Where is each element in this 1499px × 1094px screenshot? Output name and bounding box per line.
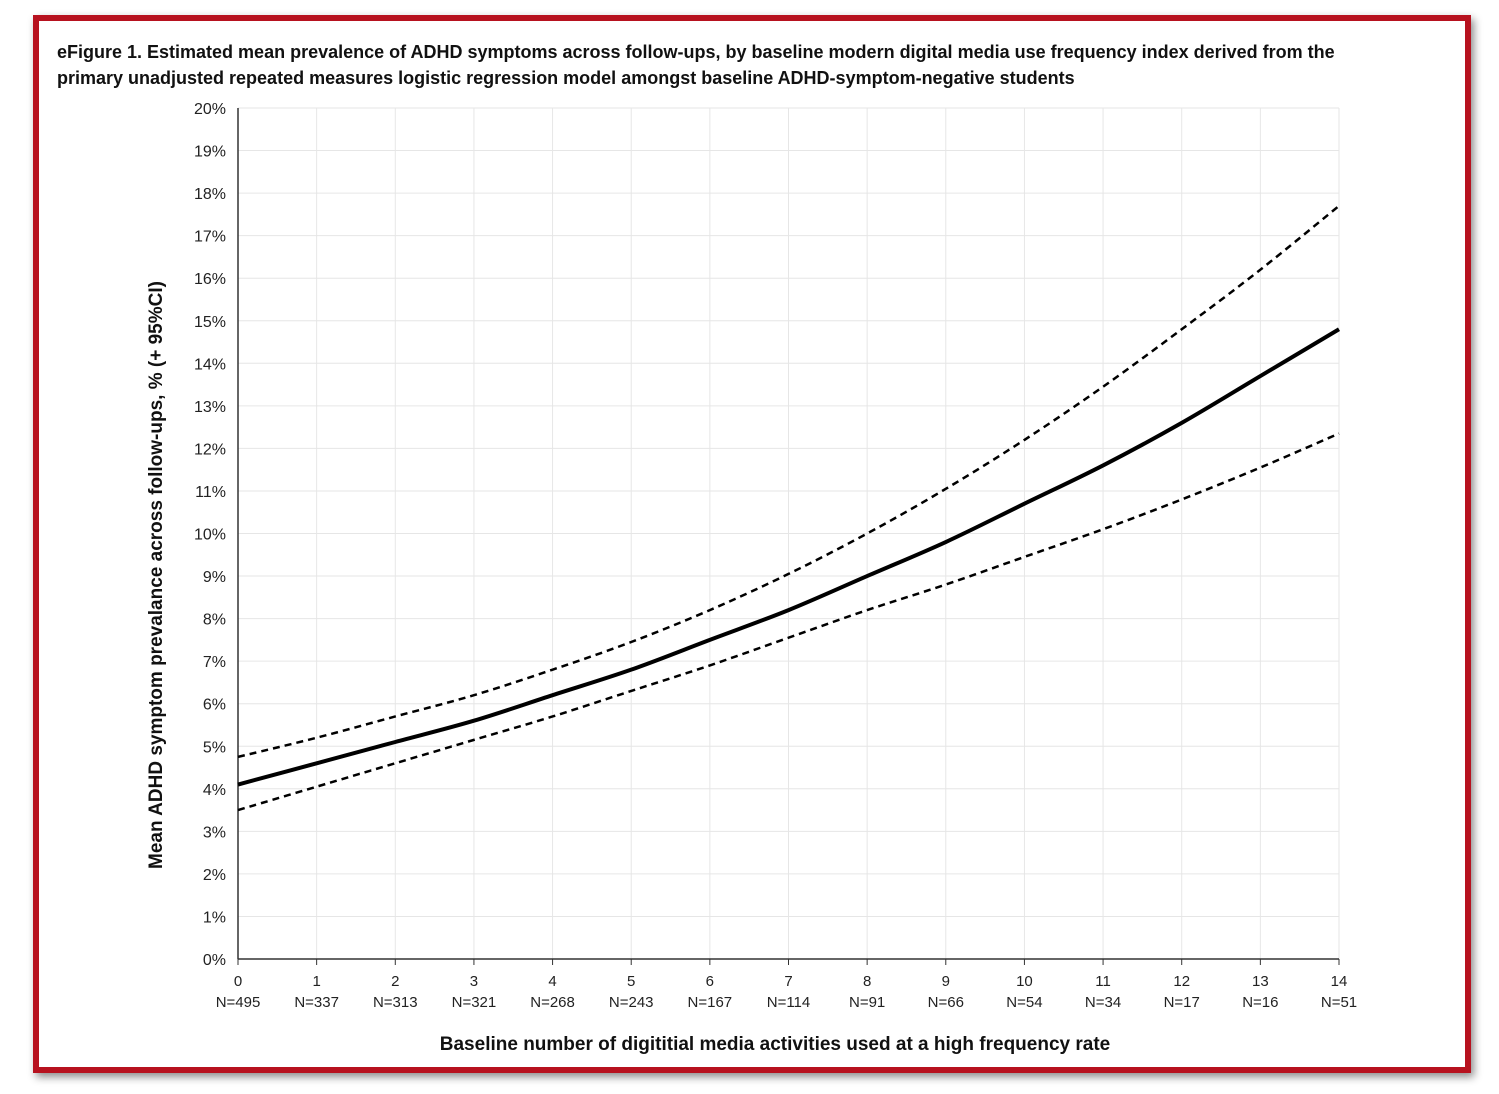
x-tick-label: 13 [1252,973,1269,990]
y-tick-label: 7% [203,654,226,671]
figure-title-line-1: eFigure 1. Estimated mean prevalence of … [57,42,1335,62]
x-tick-sublabel: N=337 [294,994,339,1011]
x-tick-label: 11 [1095,973,1111,990]
y-tick-label: 3% [203,824,226,841]
y-tick-label: 0% [203,952,226,969]
x-tick-sublabel: N=54 [1006,994,1042,1011]
y-tick-label: 10% [194,527,226,544]
x-tick-sublabel: N=268 [530,994,575,1011]
x-tick-label: 5 [627,973,635,990]
x-tick-label: 8 [863,973,871,990]
y-tick-label: 8% [203,612,226,629]
x-tick-sublabel: N=66 [928,994,964,1011]
x-tick-sublabel: N=167 [688,994,733,1011]
series-line-lower-ci [237,432,1340,812]
x-tick-sublabel: N=91 [849,994,885,1011]
x-tick-sublabel: N=51 [1321,994,1357,1011]
x-tick-label: 3 [470,973,478,990]
y-tick-label: 13% [194,399,226,416]
y-tick-label: 5% [203,739,226,756]
figure-frame: eFigure 1. Estimated mean prevalence of … [33,15,1471,1073]
y-tick-label: 11% [195,484,226,501]
series-line-estimate [237,327,1341,787]
axes [237,108,1340,965]
x-tick-label: 9 [942,973,950,990]
y-tick-label: 12% [194,441,226,458]
x-tick-label: 4 [548,973,556,990]
x-tick-sublabel: N=313 [373,994,418,1011]
y-tick-label: 19% [194,144,226,161]
x-axis-label: Baseline number of digititial media acti… [440,1034,1110,1055]
grid [238,107,1340,959]
x-tick-sublabel: N=16 [1242,994,1278,1011]
x-tick-sublabel: N=17 [1164,994,1200,1011]
figure-title-line-2: primary unadjusted repeated measures log… [57,68,1075,88]
x-tick-sublabel: N=321 [452,994,497,1011]
y-tick-label: 20% [194,101,226,118]
x-tick-label: 2 [391,973,399,990]
x-tick-label: 10 [1016,973,1033,990]
y-tick-label: 9% [203,569,226,586]
x-tick-label: 0 [234,973,242,990]
x-tick-label: 14 [1331,973,1348,990]
x-tick-sublabel: N=495 [216,994,261,1011]
x-tick-label: 12 [1173,973,1190,990]
x-tick-sublabel: N=114 [767,994,811,1011]
x-tick-label: 1 [312,973,320,990]
y-tick-label: 1% [203,909,226,926]
x-tick-sublabel: N=243 [609,994,654,1011]
y-tick-label: 15% [194,314,226,331]
y-tick-label: 6% [203,697,226,714]
y-tick-label: 16% [194,271,226,288]
y-tick-label: 4% [203,782,226,799]
y-tick-label: 14% [194,356,226,373]
figure-title: eFigure 1. Estimated mean prevalence of … [57,39,1457,91]
y-tick-label: 2% [203,867,226,884]
y-tick-label: 18% [194,186,226,203]
x-tick-label: 7 [784,973,792,990]
y-axis-label: Mean ADHD symptom prevalance across foll… [146,281,167,869]
series [237,204,1341,812]
series-line-upper-ci [237,204,1340,759]
tick-labels: 0%1%2%3%4%5%6%7%8%9%10%11%12%13%14%15%16… [194,101,1357,1011]
y-tick-label: 17% [194,229,226,246]
x-tick-label: 6 [706,973,714,990]
x-tick-sublabel: N=34 [1085,994,1121,1011]
